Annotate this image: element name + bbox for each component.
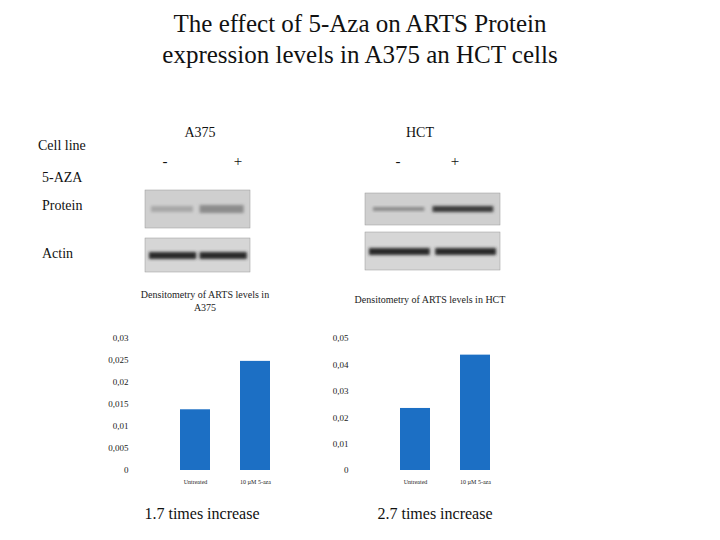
svg-text:Untreated: Untreated — [184, 479, 208, 485]
svg-text:0,02: 0,02 — [113, 377, 129, 387]
svg-text:0,025: 0,025 — [108, 355, 129, 365]
svg-text:0: 0 — [344, 465, 349, 475]
svg-text:10 µM 5-aza: 10 µM 5-aza — [460, 479, 491, 485]
svg-text:Cell line: Cell line — [38, 138, 86, 153]
svg-text:-: - — [396, 153, 401, 169]
html-text:Densitometry of ARTS levels in: Densitometry of ARTS levels in A375 — [140, 289, 270, 313]
svg-text:A375: A375 — [184, 125, 215, 140]
svg-text:0,015: 0,015 — [108, 399, 129, 409]
svg-text:Protein: Protein — [42, 198, 82, 213]
html-text:1.7 times increase: 1.7 times increase — [144, 505, 260, 522]
svg-text:0,05: 0,05 — [333, 333, 349, 343]
svg-text:0,02: 0,02 — [333, 413, 349, 423]
svg-text:Actin: Actin — [42, 246, 73, 261]
svg-text:10 µM 5-aza: 10 µM 5-aza — [240, 479, 271, 485]
svg-text:0,03: 0,03 — [113, 333, 129, 343]
svg-text:0,04: 0,04 — [333, 360, 349, 370]
svg-text:HCT: HCT — [406, 125, 434, 140]
svg-text:Untreated: Untreated — [404, 479, 428, 485]
html-text:2.7 times increase: 2.7 times increase — [377, 505, 493, 522]
html-text:The effect of 5-Aza on ARTS Pr: The effect of 5-Aza on ARTS Protein — [173, 10, 547, 37]
svg-text:5-AZA: 5-AZA — [42, 170, 83, 185]
svg-text:0,005: 0,005 — [108, 443, 129, 453]
svg-text:0,03: 0,03 — [333, 386, 349, 396]
svg-text:0: 0 — [124, 465, 129, 475]
svg-text:+: + — [234, 153, 242, 169]
svg-text:0,01: 0,01 — [333, 439, 349, 449]
svg-text:0,01: 0,01 — [113, 421, 129, 431]
svg-text:-: - — [163, 153, 168, 169]
svg-text:+: + — [451, 153, 459, 169]
html-text:Densitometry of ARTS levels in: Densitometry of ARTS levels in HCT — [354, 294, 506, 305]
html-text:expression levels in A375 an H: expression levels in A375 an HCT cells — [162, 41, 558, 68]
